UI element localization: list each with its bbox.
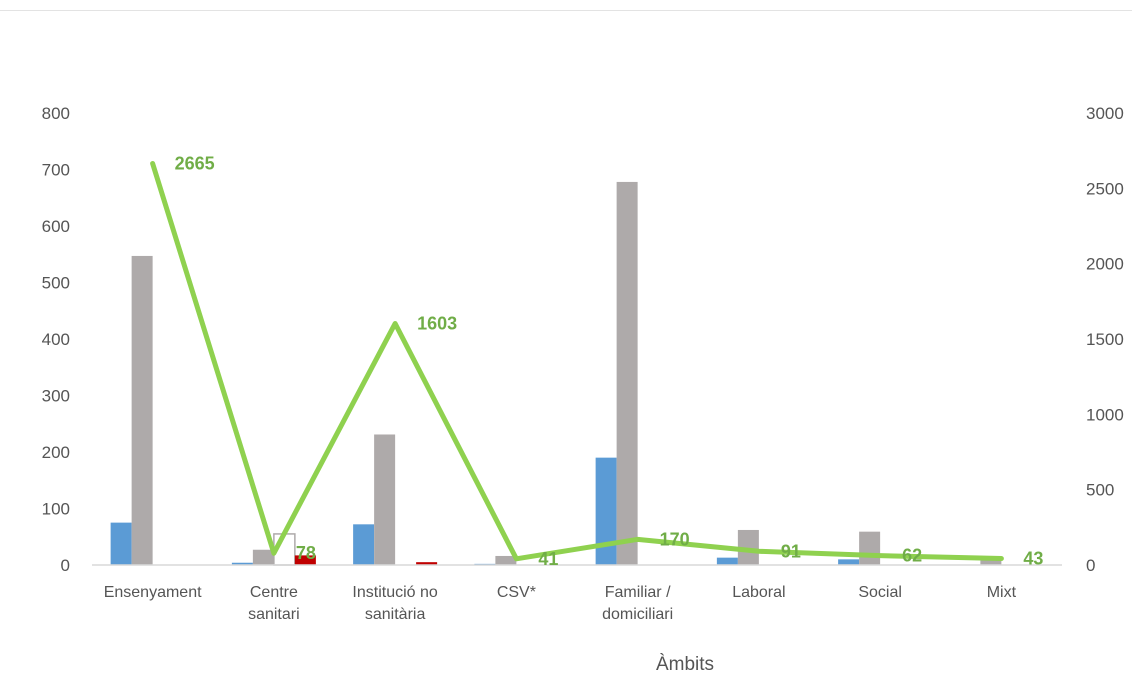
bar-s1-c2 <box>374 434 396 565</box>
y-tick-right: 1000 <box>1086 405 1124 424</box>
bar-s1-c7 <box>980 560 1002 565</box>
y-tick-left: 200 <box>42 443 70 462</box>
ticks-layer: 0 100 200 300 400 500 600 700 800 0 500 1000 1500 200… <box>42 104 1124 575</box>
bar-s0-c1 <box>231 562 253 565</box>
bar-s1-c0 <box>131 255 153 565</box>
bar-s1-c1 <box>252 549 274 565</box>
y-tick-right: 0 <box>1086 556 1095 575</box>
bar-s1-c3 <box>495 555 517 565</box>
y-tick-left: 100 <box>42 500 70 519</box>
category-label: Centre <box>250 584 298 601</box>
y-tick-left: 300 <box>42 387 70 406</box>
line-data-label: 2665 <box>175 153 215 173</box>
line-data-label: 170 <box>660 529 690 549</box>
bar-s0-c6 <box>838 559 860 565</box>
line-data-label: 1603 <box>417 313 457 333</box>
bar-s1-c5 <box>737 529 759 565</box>
bar-s0-c5 <box>716 557 738 565</box>
bar-s0-c0 <box>110 522 132 565</box>
bar-s3-c1 <box>294 555 316 565</box>
line-layer <box>150 160 1004 562</box>
category-label: domiciliari <box>602 606 673 623</box>
bars-layer <box>110 181 1002 566</box>
y-tick-right: 500 <box>1086 481 1114 500</box>
category-label: Ensenyament <box>104 584 202 601</box>
category-label: Institució no <box>352 584 437 601</box>
y-tick-left: 0 <box>61 556 70 575</box>
y-tick-right: 3000 <box>1086 104 1124 123</box>
line-data-label: 62 <box>902 546 922 566</box>
y-tick-left: 800 <box>42 104 70 123</box>
y-tick-left: 700 <box>42 161 70 180</box>
category-label: Laboral <box>732 584 785 601</box>
y-tick-left: 500 <box>42 274 70 293</box>
line-data-label: 43 <box>1023 549 1043 569</box>
y-tick-right: 2500 <box>1086 179 1124 198</box>
category-label: CSV* <box>497 584 536 601</box>
category-label: Social <box>858 584 902 601</box>
category-label: Mixt <box>987 584 1017 601</box>
bar-s0-c2 <box>353 524 375 565</box>
x-axis-title: Àmbits <box>656 654 714 675</box>
bar-s1-c4 <box>616 181 638 565</box>
category-label: sanitari <box>248 606 300 623</box>
y-tick-right: 2000 <box>1086 255 1124 274</box>
line-data-label: 41 <box>538 549 558 569</box>
categories-layer: Ensenyament Centre sanitari Institució no sa… <box>104 584 1017 623</box>
data-labels-layer: 2665 78 1603 41 170 91 62 43 <box>175 153 1044 568</box>
category-label: Familiar / <box>605 584 671 601</box>
y-tick-left: 600 <box>42 217 70 236</box>
bar-s3-c2 <box>416 562 438 565</box>
bar-s0-c4 <box>595 457 617 565</box>
bar-s1-c6 <box>859 531 881 565</box>
category-label: sanitària <box>365 606 426 623</box>
line-data-label: 78 <box>296 543 316 563</box>
line-data-label: 91 <box>781 541 801 561</box>
top-divider <box>0 10 1132 11</box>
line-series <box>150 160 1004 562</box>
y-tick-right: 1500 <box>1086 330 1124 349</box>
y-tick-left: 400 <box>42 330 70 349</box>
